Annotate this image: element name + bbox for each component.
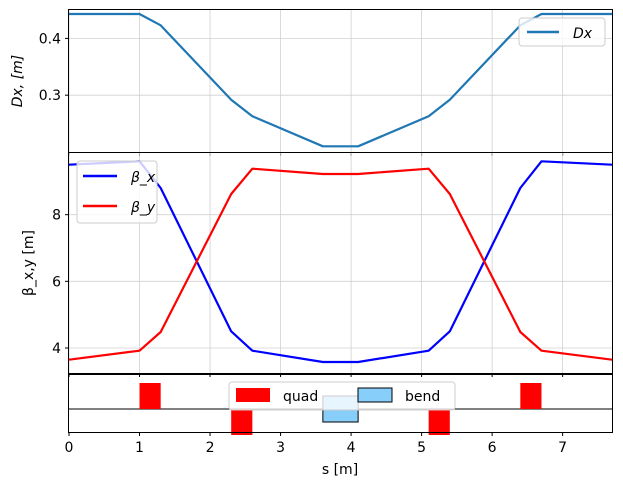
bend-legend-label: bend: [405, 389, 440, 405]
quad-element: [231, 409, 253, 435]
y-tick-label: 0.3: [39, 88, 61, 104]
x-tick-label: 1: [135, 440, 144, 456]
y-tick-label: 6: [52, 274, 61, 290]
x-tick-label: 4: [347, 440, 356, 456]
dispersion-y-axis-label: Dx, [m]: [10, 55, 26, 108]
lattice-legend: quad bend: [228, 381, 456, 411]
x-tick-label: 6: [488, 440, 497, 456]
dispersion-legend-label: Dx: [573, 26, 593, 42]
beta-axes-frame: [68, 152, 613, 374]
x-tick-label: 2: [206, 440, 215, 456]
quad-element: [139, 383, 161, 409]
dispersion-panel: 0.3 0.4 Dx, [m] Dx: [10, 9, 613, 156]
series-line-β_y: [68, 167, 613, 361]
y-tick-label: 8: [52, 208, 61, 224]
lattice-legend-box: [228, 381, 456, 411]
x-tick-label: 0: [65, 440, 74, 456]
lattice-axes-frame: [68, 374, 613, 433]
y-tick-label: 0.4: [39, 31, 61, 47]
lattice-elements: [139, 383, 542, 435]
y-tick-label: 4: [52, 341, 61, 357]
quad-element: [428, 409, 450, 435]
s-axis-label: s [m]: [322, 462, 358, 478]
x-tick-label: 5: [417, 440, 426, 456]
lattice-panel: quad bend 0 1 2 3 4 5 6 7 s [m]: [65, 374, 613, 478]
beta-y-legend-label: β_y: [130, 200, 156, 216]
beta-legend: β_x β_y: [76, 160, 158, 224]
quad-legend-swatch: [236, 388, 270, 402]
beta-x-legend-label: β_x: [130, 170, 156, 186]
dispersion-legend: Dx: [518, 17, 606, 47]
x-tick-label: 7: [558, 440, 567, 456]
beta-y-axis-label: β_x,y [m]: [21, 230, 37, 296]
quad-legend-label: quad: [283, 389, 318, 405]
bend-legend-swatch: [357, 387, 393, 403]
s-axis-ticks: 0 1 2 3 4 5 6 7: [65, 432, 567, 456]
beta-panel: 4 6 8 β_x,y [m] β_x β_y: [21, 152, 613, 377]
x-tick-label: 3: [276, 440, 285, 456]
dispersion-legend-box: [518, 17, 606, 47]
quad-element: [520, 383, 542, 409]
